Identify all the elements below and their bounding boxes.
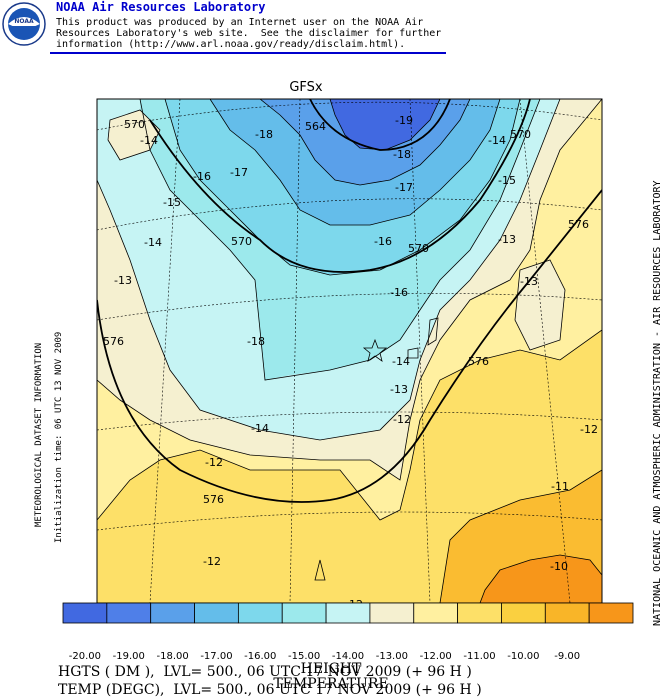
colorbar-tick-label: -19.00 [112, 651, 145, 662]
footer-title-temperature: TEMPERATURE [273, 676, 389, 692]
colorbar-swatch [457, 602, 502, 624]
colorbar-tick-label: -18.00 [156, 651, 189, 662]
contour-labels: 570 564 570 570 570 576 576 576 576 -14 … [103, 114, 598, 611]
height-label: 570 [124, 118, 145, 131]
temp-label: -12 [393, 413, 411, 426]
header-title: NOAA Air Resources Laboratory [56, 0, 266, 14]
header-disclaimer-line-2: Resources Laboratory's web site. See the… [56, 28, 442, 39]
temp-label: -15 [163, 196, 181, 209]
temp-label: -16 [374, 235, 392, 248]
temp-label: -12 [203, 555, 221, 568]
temp-label: -14 [488, 134, 506, 147]
temp-label: -13 [498, 233, 516, 246]
footer-title-height: HEIGHT [300, 661, 362, 677]
temp-label: -15 [498, 174, 516, 187]
colorbar-swatch [544, 602, 590, 624]
colorbar-tick-label: -14.00 [331, 651, 365, 662]
colorbar-tick-label: -17.00 [200, 651, 233, 662]
colorbar-swatch [588, 602, 634, 624]
height-label: 576 [103, 335, 124, 348]
temperature-contours [97, 99, 602, 603]
temp-label: -19 [395, 114, 413, 127]
model-title: GFSx [289, 80, 323, 95]
colorbar-swatch [237, 602, 283, 624]
height-label: 576 [468, 355, 489, 368]
initialization-time-label: Initialization time: 06 UTC 13 NOV 2009 [54, 331, 64, 543]
temp-label: -11 [551, 480, 569, 493]
temp-label: -14 [144, 236, 162, 249]
height-label: 570 [408, 242, 429, 255]
height-label: 570 [231, 235, 252, 248]
height-label: 570 [510, 128, 531, 141]
colorbar-tick-label: -9.00 [554, 651, 581, 662]
colorbar-swatch [106, 602, 152, 624]
temp-label: -13 [390, 383, 408, 396]
height-label: 576 [568, 218, 589, 231]
colorbar-tick-label: -13.00 [375, 651, 408, 662]
footer-temp-info: TEMP (DEGC), LVL= 500., 06 UTC 17 NOV 20… [58, 682, 482, 698]
temp-label: -13 [114, 274, 132, 287]
height-label: 564 [305, 120, 326, 133]
header-disclaimer-line-3: information (http://www.arl.noaa.gov/rea… [56, 39, 406, 50]
temp-label: -18 [393, 148, 411, 161]
temp-label: -12 [205, 456, 223, 469]
colorbar-tick-label: -12.00 [419, 651, 452, 662]
temp-label: -17 [230, 166, 248, 179]
svg-text:NOAA: NOAA [14, 18, 34, 25]
header: NOAA NOAA Air Resources Laboratory This … [0, 0, 450, 54]
agency-side-label: NATIONAL OCEANIC AND ATMOSPHERIC ADMINIS… [652, 180, 662, 626]
temp-label: -14 [392, 355, 410, 368]
colorbar-swatch [369, 602, 415, 624]
temp-label: -18 [247, 335, 265, 348]
temp-label: -14 [251, 422, 269, 435]
header-disclaimer-line-1: This product was produced by an Internet… [56, 17, 424, 28]
temp-label: -12 [580, 423, 598, 436]
footer-height-info: HGTS ( DM ), LVL= 500., 06 UTC 17 NOV 20… [58, 664, 472, 680]
header-divider [50, 52, 446, 54]
temp-label: -10 [550, 560, 568, 573]
location-star-icon [362, 338, 388, 362]
temp-label: -14 [140, 134, 158, 147]
colorbar-tick-label: -10.00 [507, 651, 540, 662]
dataset-info-label: METEOROLOGICAL DATASET INFORMATION [34, 342, 44, 527]
colorbar-swatch [501, 602, 546, 624]
temp-label: -16 [390, 286, 408, 299]
colorbar-swatch [281, 602, 327, 624]
colorbar-tick-label: -15.00 [288, 651, 321, 662]
colorbar-swatch [325, 602, 371, 624]
temp-label: -17 [395, 181, 413, 194]
temp-label: -18 [255, 128, 273, 141]
noaa-logo: NOAA [2, 2, 46, 46]
grid-lines [97, 99, 602, 603]
height-label: 576 [203, 493, 224, 506]
colorbar-tick-label: -11.00 [463, 651, 496, 662]
colorbar-swatch [194, 602, 239, 624]
temp-label: -13 [520, 275, 538, 288]
temp-label: -16 [193, 170, 211, 183]
temperature-fill [97, 99, 602, 603]
colorbar-tick-label: -16.00 [244, 651, 277, 662]
colorbar [62, 602, 634, 624]
colorbar-swatch [413, 602, 459, 624]
colorbar-swatch [150, 602, 195, 624]
colorbar-tick-label: -20.00 [68, 651, 102, 662]
colorbar-swatch [62, 602, 108, 624]
height-contours [97, 99, 602, 503]
